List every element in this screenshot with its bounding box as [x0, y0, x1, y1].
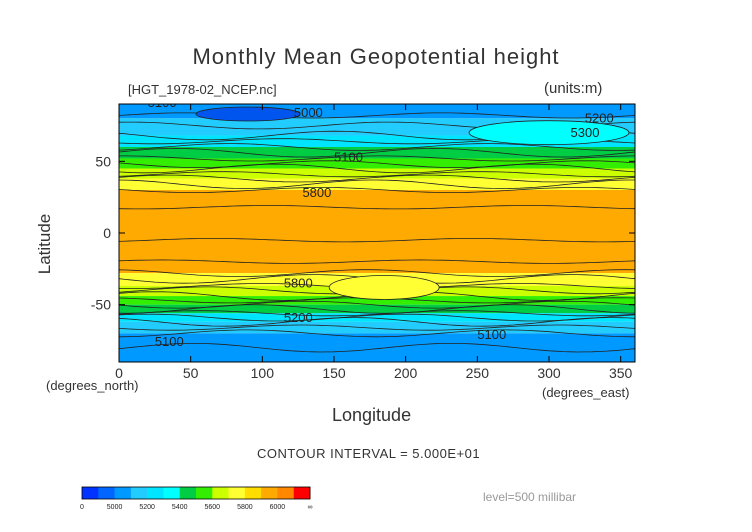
- lat-band-0: [119, 104, 635, 119]
- x-tick-label-1: 50: [183, 365, 199, 381]
- contour-label-2: 5200: [585, 111, 614, 126]
- colorbar-label-5: 5800: [237, 504, 253, 511]
- y-tick-label-0: -50: [91, 297, 111, 313]
- colorbar-swatch-12: [277, 487, 295, 499]
- colorbar-swatch-3: [130, 487, 148, 499]
- contour-label-7: 5200: [284, 310, 313, 325]
- colorbar-swatch-10: [244, 487, 262, 499]
- contour-line-14: [119, 238, 635, 243]
- contour-line-16: [119, 269, 635, 277]
- units-label: (units:m): [544, 80, 603, 97]
- x-tick-label-6: 300: [537, 365, 561, 381]
- lat-band-6: [119, 178, 635, 190]
- contour-line-24: [119, 310, 635, 317]
- contour-line-9: [119, 171, 635, 178]
- contour-label-6: 5800: [284, 275, 313, 290]
- contour-label-0: 5100: [148, 95, 177, 110]
- contour-line-4: [119, 143, 635, 151]
- lat-band-3: [119, 147, 635, 159]
- colorbar-swatch-11: [261, 487, 278, 499]
- x-ticks: 0 50 100 150 200 250 300 350: [115, 104, 633, 381]
- contour-line-28: [119, 329, 635, 338]
- level-label: level=500 millibar: [483, 490, 577, 504]
- colorbar-swatch-4: [147, 487, 164, 499]
- contour-line-7: [119, 160, 635, 168]
- x-tick-label-7: 350: [609, 365, 633, 381]
- x-tick-label-5: 250: [466, 365, 490, 381]
- contour-label-3: 5300: [571, 125, 600, 140]
- contour-line-10: [119, 174, 635, 183]
- contour-line-6: [119, 155, 635, 162]
- contour-lines: [119, 106, 635, 353]
- contour-label-8: 5100: [155, 334, 184, 349]
- contour-line-23: [119, 304, 635, 314]
- lat-band-7: [119, 190, 635, 274]
- contour-line-5: [119, 147, 635, 158]
- colorbar-label-7: ∞: [308, 504, 313, 511]
- lat-band-4: [119, 158, 635, 169]
- contour-line-29: [119, 343, 635, 353]
- contour-line-25: [119, 313, 635, 322]
- contour-label-9: 5100: [477, 327, 506, 342]
- colorbar-swatch-7: [196, 487, 213, 499]
- lat-band-12: [119, 313, 635, 322]
- contour-label-1: 5000: [294, 105, 323, 120]
- contour-label-4: 5100: [334, 149, 363, 164]
- colorbar-label-2: 5200: [139, 504, 155, 511]
- colorbar-swatch-5: [163, 487, 181, 499]
- colorbar-swatch-1: [98, 487, 116, 499]
- lat-band-11: [119, 304, 635, 314]
- lat-band-13: [119, 321, 635, 334]
- lat-band-14: [119, 333, 635, 362]
- high-lat-region: [468, 120, 630, 146]
- colorbar-swatch-9: [228, 487, 246, 499]
- contour-line-12: [119, 187, 635, 193]
- y-tick-label-2: 50: [95, 153, 111, 169]
- lat-band-10: [119, 296, 635, 305]
- colorbar-label-1: 5000: [107, 504, 123, 511]
- contour-line-13: [119, 205, 635, 210]
- x-unit-label: (degrees_east): [542, 385, 630, 400]
- colorbar-label-0: 0: [80, 504, 84, 511]
- colorbar-swatch-13: [293, 487, 311, 499]
- y-unit-label: (degrees_north): [46, 378, 139, 393]
- colorbar: 0 5000 5200 5400 5600 5800 6000 ∞: [80, 486, 313, 511]
- lat-band-2: [119, 135, 635, 147]
- subtropical-ridge: [328, 275, 440, 300]
- contour-line-15: [119, 259, 635, 264]
- colorbar-label-3: 5400: [172, 504, 188, 511]
- x-tick-label-0: 0: [115, 365, 123, 381]
- colorbar-label-4: 5600: [204, 504, 220, 511]
- contour-line-8: [119, 163, 635, 174]
- x-axis-label: Longitude: [332, 405, 412, 425]
- contour-line-11: [119, 179, 635, 190]
- colorbar-frame: [81, 486, 311, 500]
- colorbar-swatch-0: [82, 487, 99, 499]
- polar-low-region: [195, 106, 301, 122]
- colorbar-swatch-6: [179, 487, 197, 499]
- x-tick-label-3: 150: [322, 365, 346, 381]
- y-tick-label-1: 0: [103, 225, 111, 241]
- x-tick-label-2: 100: [251, 365, 275, 381]
- colorbar-label-6: 6000: [270, 504, 286, 511]
- x-tick-label-4: 200: [394, 365, 418, 381]
- colorbar-swatch-2: [114, 487, 132, 499]
- contour-interval-label: CONTOUR INTERVAL = 5.000E+01: [257, 446, 481, 461]
- contour-line-26: [119, 317, 635, 327]
- colorbar-swatch-8: [212, 487, 230, 499]
- lat-band-5: [119, 168, 635, 179]
- chart-title: Monthly Mean Geopotential height: [192, 44, 560, 69]
- y-ticks: -50 0 50: [91, 153, 635, 313]
- contour-line-27: [119, 324, 635, 331]
- file-label: [HGT_1978-02_NCEP.nc]: [128, 82, 277, 97]
- contour-label-5: 5800: [302, 185, 331, 200]
